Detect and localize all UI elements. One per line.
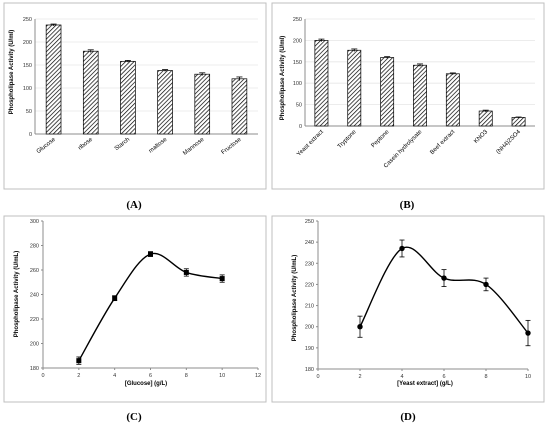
panel-d-x-tick-label: 4 bbox=[400, 374, 403, 380]
panel-d-y-tick-label: 200 bbox=[305, 325, 314, 331]
panel-d-x-axis-title: [Yeast extract] (g/L) bbox=[397, 381, 453, 387]
panel-d-y-tick-label: 210 bbox=[305, 304, 314, 310]
panel-a-label: (A) bbox=[126, 199, 142, 211]
panel-a-bar bbox=[120, 60, 136, 135]
panel-c-label: (C) bbox=[126, 411, 142, 423]
panel-d-y-tick-label: 230 bbox=[305, 261, 314, 267]
panel-d-y-axis-title: Phospholipase Activity (U/mL) bbox=[292, 255, 298, 341]
panel-c-x-tick-label: 4 bbox=[113, 373, 116, 379]
panel-a-y-tick-label: 250 bbox=[23, 17, 32, 23]
panel-d-x-tick-label: 10 bbox=[525, 374, 531, 380]
panel-c-x-tick-label: 2 bbox=[77, 373, 80, 379]
panel-d-y-tick-label: 240 bbox=[305, 240, 314, 246]
panel-d-data-point bbox=[483, 281, 489, 288]
panel-b-y-tick-label: 150 bbox=[293, 60, 302, 66]
panel-b: Phospholipase Activity (U/ml) 0 50 100 150 2… bbox=[271, 2, 545, 190]
panel-c-y-tick-label: 300 bbox=[30, 219, 39, 225]
panel-a-y-axis-title: Phospholipase Activity (U/ml) bbox=[9, 30, 15, 114]
panel-c-data-point bbox=[183, 269, 189, 275]
panel-a-bar bbox=[45, 24, 62, 135]
panel-d-x-tick-label: 8 bbox=[484, 374, 487, 380]
panel-c-y-axis-title: Phospholipase Activity (U/mL) bbox=[14, 251, 20, 337]
panel-d-x-tick-label: 0 bbox=[316, 374, 319, 380]
panel-b-y-axis-title: Phospholipase Activity (U/ml) bbox=[280, 36, 286, 120]
panel-c-x-tick-label: 12 bbox=[255, 373, 261, 379]
panel-c-y-tick-label: 260 bbox=[30, 268, 39, 274]
panel-c-data-point bbox=[219, 276, 225, 282]
panel-c-x-axis-title: [Glucose] (g/L) bbox=[125, 381, 167, 387]
panel-c-y-tick-label: 280 bbox=[30, 244, 39, 250]
panel-b-label: (B) bbox=[400, 199, 415, 211]
panel-a-bar bbox=[82, 50, 99, 135]
panel-c: Phospholipase Activity (U/mL) [Glucose] … bbox=[3, 215, 267, 403]
panel-d-data-point bbox=[525, 330, 531, 336]
panel-d-data-point bbox=[399, 245, 405, 252]
panel-c-data-point bbox=[112, 295, 118, 301]
panel-d-x-tick-label: 6 bbox=[442, 374, 445, 380]
panel-b-bar bbox=[511, 117, 526, 127]
panel-c-y-tick-label: 180 bbox=[30, 366, 39, 372]
panel-b-y-tick-label: 250 bbox=[293, 17, 302, 23]
panel-a-bar bbox=[231, 78, 248, 135]
panel-a: Phospholipase Activity (U/ml) 0 50 100 150 2… bbox=[3, 2, 267, 190]
panel-b-bar bbox=[347, 49, 362, 127]
panel-d-data-point bbox=[441, 275, 447, 281]
panel-d-y-tick-label: 180 bbox=[305, 367, 314, 373]
panel-c-frame bbox=[3, 215, 267, 403]
panel-b-y-tick-label: 0 bbox=[299, 124, 302, 130]
panel-d-x-tick-label: 2 bbox=[358, 374, 361, 380]
panel-c-data-point bbox=[76, 358, 82, 364]
panel-a-y-tick-label: 0 bbox=[29, 132, 32, 138]
panel-c-x-tick-label: 0 bbox=[41, 373, 44, 379]
panel-a-y-tick-label: 50 bbox=[26, 109, 32, 115]
panel-c-x-tick-label: 8 bbox=[185, 373, 188, 379]
panel-b-frame bbox=[271, 2, 545, 190]
panel-d-label: (D) bbox=[400, 411, 416, 423]
panel-b-bar bbox=[413, 64, 427, 127]
panel-c-x-tick-label: 6 bbox=[149, 373, 152, 379]
panel-b-y-tick-label: 200 bbox=[293, 38, 302, 44]
panel-c-y-tick-label: 240 bbox=[30, 293, 39, 299]
panel-c-y-tick-label: 220 bbox=[30, 317, 39, 323]
panel-b-y-tick-label: 50 bbox=[296, 103, 302, 109]
panel-c-data-point bbox=[148, 251, 153, 257]
panel-b-bar bbox=[314, 40, 329, 127]
panel-d-y-tick-label: 250 bbox=[305, 219, 314, 225]
panel-d-data-point bbox=[357, 324, 363, 330]
panel-b-bar bbox=[445, 73, 460, 127]
panel-a-y-tick-label: 200 bbox=[23, 40, 32, 46]
panel-c-plot-area: 180 200 220 240 260 280 300 0 2 4 6 8 10 12 bbox=[30, 219, 261, 379]
panel-b-bar bbox=[380, 57, 395, 127]
panel-d: Phospholipase Activity (U/mL) [Yeast ext… bbox=[271, 215, 545, 403]
panel-d-y-tick-label: 220 bbox=[305, 282, 314, 288]
panel-b-y-tick-label: 100 bbox=[293, 81, 302, 87]
panel-c-x-tick-label: 10 bbox=[219, 373, 225, 379]
panel-b-bar bbox=[478, 110, 493, 127]
panel-d-plot-area: 180 190 200 210 220 230 240 250 0 2 4 6 8 10 bbox=[305, 219, 531, 380]
panel-a-y-tick-label: 150 bbox=[23, 63, 32, 69]
panel-d-y-tick-label: 190 bbox=[305, 346, 314, 352]
panel-a-bar bbox=[157, 70, 173, 135]
panel-c-y-tick-label: 200 bbox=[30, 342, 39, 348]
panel-a-bar bbox=[194, 73, 211, 135]
panel-a-y-tick-label: 100 bbox=[23, 86, 32, 92]
